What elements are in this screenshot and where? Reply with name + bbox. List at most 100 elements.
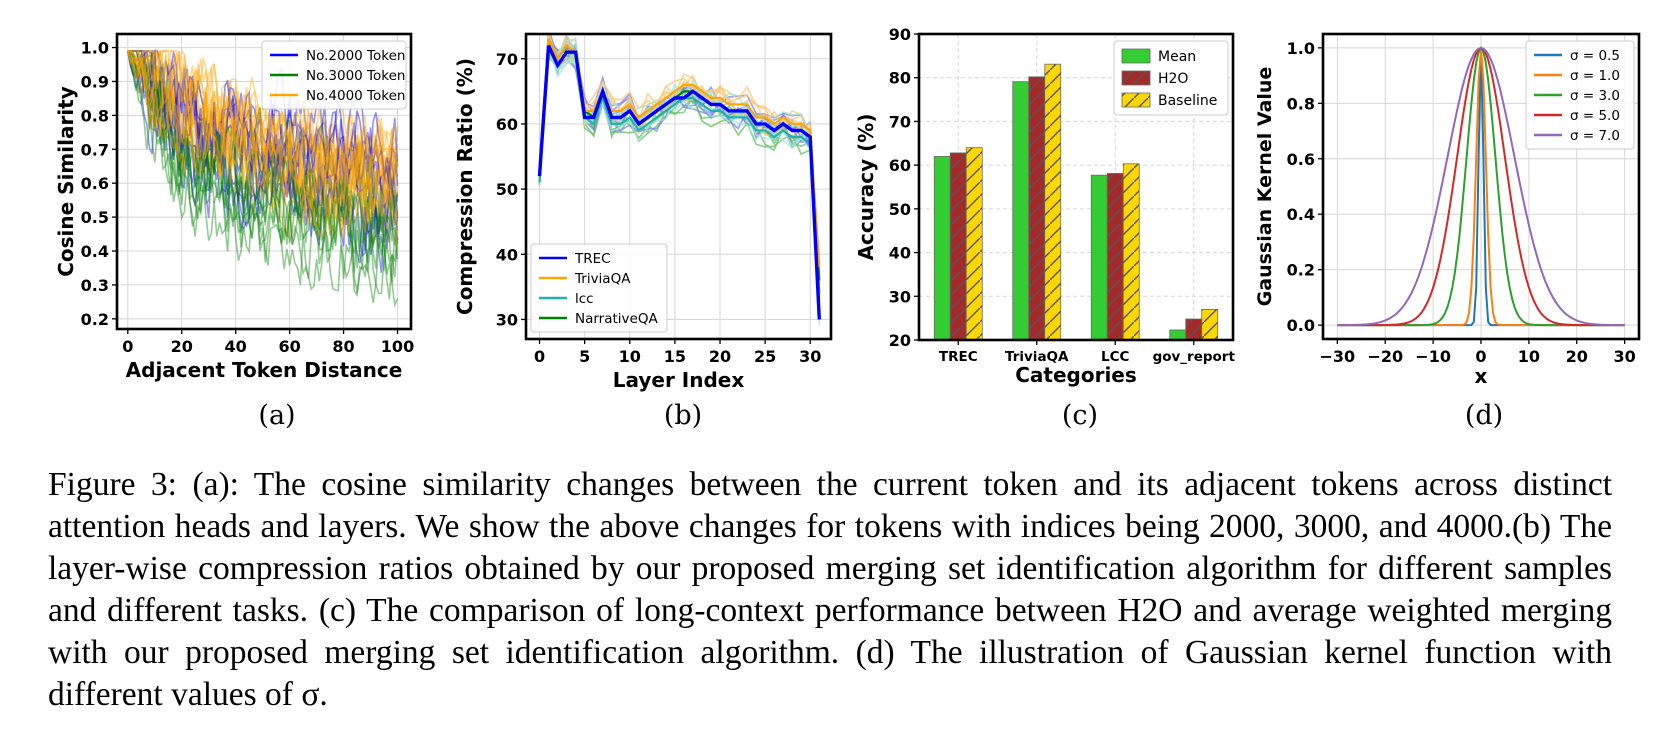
series-line-no-4000-token xyxy=(127,49,399,199)
y-tick-label: 70 xyxy=(889,112,911,131)
series-sample-line xyxy=(538,37,821,270)
x-axis-title: x xyxy=(1475,364,1488,388)
y-tick-label: 60 xyxy=(496,115,518,134)
legend-label: No.3000 Token xyxy=(306,68,405,84)
y-tick-label: 0.8 xyxy=(81,106,109,125)
data-lines xyxy=(537,34,821,326)
x-tick-label: −30 xyxy=(1320,347,1356,366)
legend-swatch-hatch xyxy=(1122,93,1150,107)
series-line-no-4000-token xyxy=(127,50,399,239)
series-line-no-3000-token xyxy=(127,50,399,308)
x-tick-label: 0 xyxy=(122,337,133,356)
series-line-no-4000-token xyxy=(127,50,399,239)
series-line-no-3000-token xyxy=(127,50,399,300)
plot-frame xyxy=(1321,32,1641,341)
series-line-no-4000-token xyxy=(127,48,398,213)
x-tick-label: −10 xyxy=(1415,347,1451,366)
legend-label: σ = 3.0 xyxy=(1570,88,1620,104)
series-line-no-4000-token xyxy=(127,50,399,224)
legend-box xyxy=(261,40,407,110)
x-tick-label: 60 xyxy=(278,337,300,356)
legend-label: No.4000 Token xyxy=(306,88,405,104)
series-line-no-2000-token xyxy=(127,50,399,227)
data-lines xyxy=(127,48,399,308)
legend-box xyxy=(1525,40,1635,150)
x-tick-label: gov_report xyxy=(1153,349,1236,365)
y-tick-label: 30 xyxy=(496,310,518,329)
y-tick-label: 1.0 xyxy=(1287,39,1315,58)
bar-hatch xyxy=(1044,64,1061,341)
series-line-no-3000-token xyxy=(127,50,399,245)
legend-swatch-hatch xyxy=(1122,71,1150,85)
series-sample-line xyxy=(538,34,821,278)
data-lines xyxy=(1337,46,1625,327)
series-line-no-2000-token xyxy=(127,50,399,219)
series-line-trec xyxy=(537,44,821,320)
legend-swatch-mean xyxy=(1121,48,1151,64)
figure-caption: Figure 3: (a): The cosine similarity cha… xyxy=(48,466,1612,713)
x-tick-label: TREC xyxy=(939,349,978,365)
y-tick-label: 0.5 xyxy=(81,208,109,227)
x-tick-label: −20 xyxy=(1367,347,1403,366)
panel-d-gaussian-kernel-chart: 0.0 0.2 0.4 0.6 0.8 1.0 −30 −20 −10 0 10 20 30 x Gauss… xyxy=(1254,32,1641,388)
y-axis-title: Gaussian Kernel Value xyxy=(1254,67,1276,307)
bar-mean xyxy=(1169,329,1187,341)
series-line-no-3000-token xyxy=(127,50,399,244)
y-tick-label: 0.4 xyxy=(81,242,109,261)
plot-frame xyxy=(115,32,413,331)
bar-hatch xyxy=(1028,76,1045,340)
x-tick-label: 80 xyxy=(332,337,354,356)
series-line-no-4000-token xyxy=(127,50,399,220)
series-line-no-3000-token xyxy=(127,50,399,269)
x-tick-label: 40 xyxy=(225,337,247,356)
x-tick-label: LCC xyxy=(1101,349,1130,365)
series-sample-line xyxy=(538,34,821,319)
y-axis-title: Cosine Similarity xyxy=(54,86,78,277)
series-line-no-4000-token xyxy=(127,48,399,216)
series-line-no-4000-token xyxy=(127,50,399,199)
series-line-no-2000-token xyxy=(127,50,399,273)
y-tick-label: 1.0 xyxy=(81,39,109,58)
x-axis-title: Layer Index xyxy=(613,368,745,392)
legend-label: σ = 7.0 xyxy=(1570,128,1620,144)
legend-label: TriviaQA xyxy=(574,271,631,287)
series-line-no-4000-token xyxy=(127,50,399,239)
series-line-no-4000-token xyxy=(127,50,399,215)
bar-mean xyxy=(933,155,951,341)
legend-label: σ = 5.0 xyxy=(1570,108,1620,124)
bar-mean xyxy=(1090,174,1108,341)
x-tick-label: 20 xyxy=(1566,347,1588,366)
x-tick-label: 20 xyxy=(709,347,731,366)
legend-box xyxy=(530,243,668,333)
x-tick-label: 20 xyxy=(171,337,193,356)
series-line-no-4000-token xyxy=(127,50,399,203)
y-tick-label: 0.0 xyxy=(1287,316,1315,335)
series-line-no-2000-token xyxy=(127,50,398,258)
y-axis-title: Accuracy (%) xyxy=(854,114,878,261)
bar-hatch xyxy=(950,152,967,340)
figure-3: 0.20.30.40.50.60.70.80.91.00 20 40 60 80 100A… xyxy=(54,25,1641,431)
x-tick-label: 30 xyxy=(799,347,821,366)
series-line-sigma-7 xyxy=(1337,46,1625,327)
bar-hatch xyxy=(1107,173,1124,340)
bar-mean xyxy=(1012,81,1030,341)
series-line-no-2000-token xyxy=(127,50,399,188)
x-tick-label: 10 xyxy=(619,347,641,366)
x-tick-label: 25 xyxy=(754,347,776,366)
panel-b-compression-ratio-chart: 30 40 50 60 70 0 5 10 15 20 25 30 Layer Index Compres… xyxy=(453,32,833,392)
legend-label: H2O xyxy=(1158,71,1188,87)
panel-label-a: (a) xyxy=(258,400,295,431)
bar-hatch xyxy=(966,147,983,340)
panel-label-b: (b) xyxy=(664,400,702,431)
y-tick-label: 90 xyxy=(889,25,911,44)
y-tick-label: 80 xyxy=(889,69,911,88)
y-tick-label: 20 xyxy=(889,331,911,350)
series-line-triviaqa xyxy=(538,38,821,268)
y-tick-label: 40 xyxy=(889,244,911,263)
y-tick-label: 50 xyxy=(496,180,518,199)
series-sample-line xyxy=(538,51,821,314)
legend-label: Mean xyxy=(1158,49,1196,65)
panel-a-cosine-similarity-chart: 0.2 0.3 0.4 0.5 0.6 0.7 0.8 0.9 1.0 0 20 40 60 80 100 A… xyxy=(54,32,414,382)
series-sample-line xyxy=(538,41,821,288)
series-line-no-3000-token xyxy=(127,50,399,243)
